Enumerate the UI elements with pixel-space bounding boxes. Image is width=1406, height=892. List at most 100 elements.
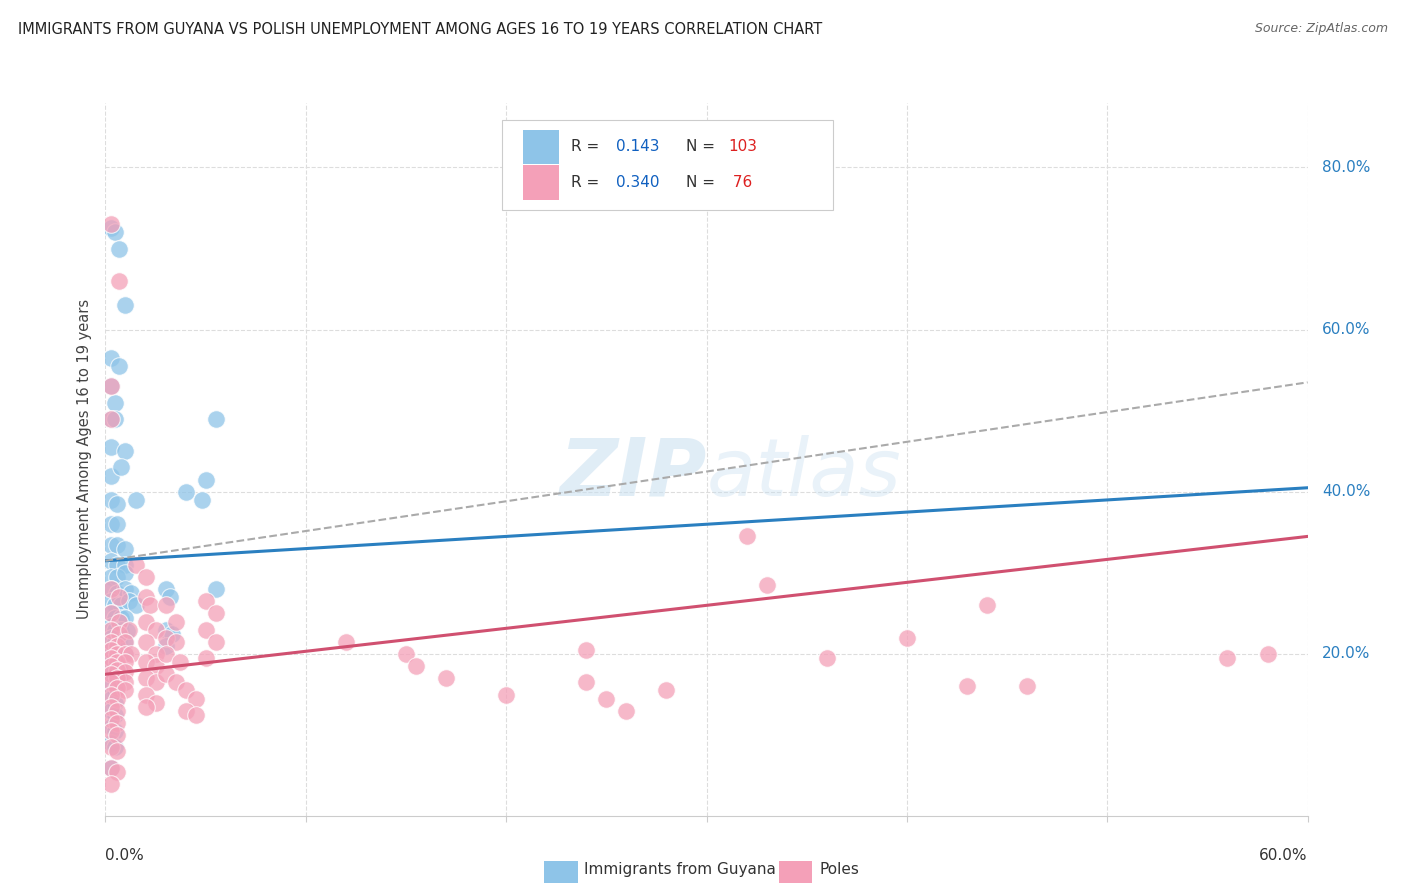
Point [174,484,197,499]
Text: R =: R = [571,139,603,154]
Point [100,680,122,694]
Point [107,558,129,572]
Point [114,635,136,649]
Point [107,715,129,730]
Point [114,541,136,556]
Point [121,647,143,661]
Point [104,635,127,649]
Point [194,651,217,665]
Text: 0.340: 0.340 [616,175,659,190]
Bar [544,861,578,882]
Text: 60.0%: 60.0% [1322,322,1371,337]
Point [204,582,226,596]
Point [174,704,197,718]
Point [100,379,122,393]
Point [100,217,122,231]
Point [110,610,132,624]
Point [107,655,129,669]
Point [145,675,167,690]
Point [104,740,127,755]
Text: R =: R = [571,175,603,190]
Point [104,647,127,661]
Point [405,659,427,673]
Text: ZIP: ZIP [560,434,707,513]
Point [107,497,129,511]
Point [204,412,226,426]
Point [110,460,132,475]
Point [100,517,122,532]
Point [107,639,129,653]
Point [100,582,122,596]
Point [110,623,132,637]
Point [204,607,226,621]
Point [107,691,129,706]
Point [495,688,517,702]
Point [107,537,129,551]
Text: N =: N = [686,139,720,154]
Point [108,591,131,605]
Point [896,631,918,645]
Point [110,599,132,613]
Point [159,591,181,605]
Point [100,594,122,608]
Text: 20.0%: 20.0% [1322,647,1371,662]
Point [165,635,187,649]
Point [108,242,131,256]
Point [100,667,122,681]
Point [104,610,127,624]
Text: IMMIGRANTS FROM GUYANA VS POLISH UNEMPLOYMENT AMONG AGES 16 TO 19 YEARS CORRELAT: IMMIGRANTS FROM GUYANA VS POLISH UNEMPLO… [18,22,823,37]
Point [155,639,177,653]
Point [107,728,129,742]
Point [118,594,141,608]
Point [135,615,157,629]
Point [145,659,167,673]
Point [395,647,418,661]
Point [124,492,146,507]
Point [107,681,129,695]
Point [174,683,197,698]
Point [145,696,167,710]
Text: Source: ZipAtlas.com: Source: ZipAtlas.com [1254,22,1388,36]
Point [107,517,129,532]
Point [100,468,122,483]
Point [100,651,122,665]
Point [100,777,122,791]
Point [108,359,131,373]
Point [100,623,122,637]
Point [976,599,998,613]
Text: 0.143: 0.143 [616,139,659,154]
Point [145,647,167,661]
Point [100,760,122,774]
Point [114,566,136,580]
Point [104,225,127,239]
Text: 60.0%: 60.0% [1260,848,1308,863]
Text: 76: 76 [728,175,752,190]
Point [155,582,177,596]
Point [100,618,122,632]
Point [169,655,191,669]
Text: 40.0%: 40.0% [1322,484,1371,500]
Point [135,688,157,702]
Point [121,586,143,600]
Point [100,712,122,726]
Point [107,704,129,718]
Point [595,691,617,706]
Point [108,615,131,629]
Point [575,675,598,690]
Text: atlas: atlas [707,434,901,513]
Point [107,647,129,661]
Point [204,635,226,649]
Point [135,655,157,669]
Point [655,683,678,698]
Point [956,680,979,694]
Point [100,704,122,718]
Point [184,707,207,722]
Point [135,591,157,605]
Point [107,671,129,685]
Point [155,599,177,613]
Point [100,736,122,750]
Point [114,655,136,669]
Point [100,688,122,702]
Point [114,647,136,661]
Text: Immigrants from Guyana: Immigrants from Guyana [583,863,776,877]
